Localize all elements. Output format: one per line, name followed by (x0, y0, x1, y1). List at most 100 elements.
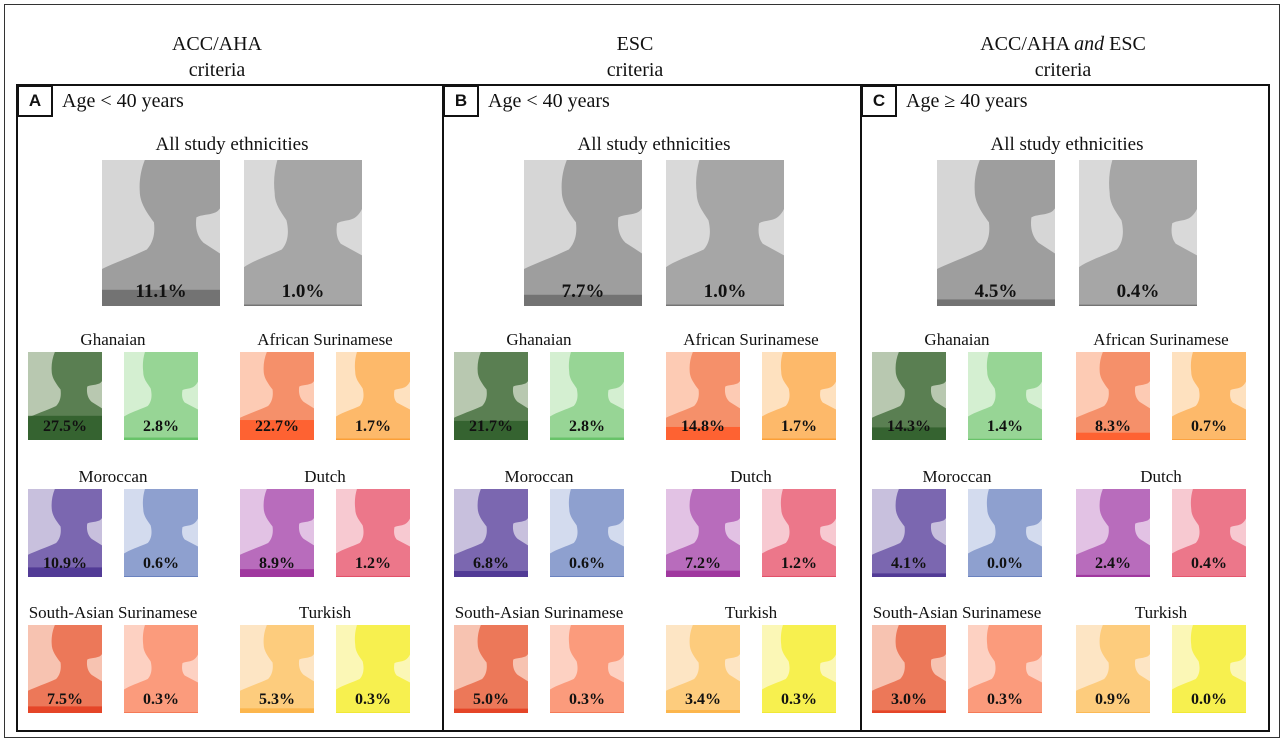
women-prevalence-label: 1.7% (355, 418, 391, 435)
men-prevalence-bar (872, 710, 946, 713)
women-prevalence-label: 1.2% (355, 555, 391, 572)
panel-c: C Age ≥ 40 years All study ethnicities 4.… (860, 84, 1270, 732)
female-head-silhouette (124, 352, 198, 440)
women-prevalence-bar (244, 304, 362, 306)
men-prevalence-label: 7.5% (47, 691, 83, 708)
women-prevalence-bar (1079, 304, 1197, 306)
women-prevalence-label: 0.6% (569, 555, 605, 572)
female-head-silhouette (762, 625, 836, 713)
men-prevalence-label: 7.2% (685, 555, 721, 572)
men-prevalence-bar (240, 569, 314, 577)
women-prevalence-label: 1.0% (703, 281, 747, 302)
group-label-ghanaian: Ghanaian (924, 330, 990, 349)
women-prevalence-bar (666, 304, 784, 306)
p0-g5-women-figure (336, 625, 410, 713)
men-prevalence-bar (454, 571, 528, 577)
women-prevalence-label: 2.8% (143, 418, 179, 435)
male-head-silhouette (1076, 352, 1150, 440)
age-label: Age ≥ 40 years (906, 90, 1028, 112)
p2-g0-men-figure (872, 352, 946, 440)
p0-g3-women-figure (336, 489, 410, 577)
p0-g2-men-figure (28, 489, 102, 577)
male-head-silhouette (28, 625, 102, 713)
p1-all-women-figure (666, 160, 784, 306)
heading-part-and: and (1074, 33, 1105, 55)
men-prevalence-label: 3.4% (685, 691, 721, 708)
men-prevalence-label: 0.9% (1095, 691, 1131, 708)
female-head-silhouette (1172, 625, 1246, 713)
women-prevalence-label: 1.0% (281, 281, 325, 302)
column-heading-line1: ESC (616, 33, 654, 55)
male-head-silhouette (666, 625, 740, 713)
women-prevalence-bar (124, 437, 198, 440)
female-head-silhouette (124, 489, 198, 577)
men-prevalence-label: 10.9% (43, 555, 87, 572)
female-head-silhouette (124, 625, 198, 713)
male-head-silhouette (872, 352, 946, 440)
men-prevalence-label: 8.9% (259, 555, 295, 572)
women-prevalence-bar (550, 712, 624, 713)
all-ethnicities-label: All study ethnicities (577, 134, 731, 155)
p0-g0-men-figure (28, 352, 102, 440)
men-prevalence-label: 14.8% (681, 418, 725, 435)
panel-b: B Age < 40 years All study ethnicities 7.… (442, 84, 862, 732)
men-prevalence-bar (666, 710, 740, 713)
group-label-ghanaian: Ghanaian (506, 330, 572, 349)
p0-g2-women-figure (124, 489, 198, 577)
female-head-silhouette (1172, 352, 1246, 440)
men-prevalence-bar (666, 570, 740, 577)
male-head-silhouette (102, 160, 220, 306)
women-prevalence-bar (762, 438, 836, 440)
women-prevalence-label: 1.4% (987, 418, 1023, 435)
column-heading-line2: criteria (1034, 59, 1092, 81)
male-head-silhouette (240, 352, 314, 440)
men-prevalence-bar (1076, 712, 1150, 713)
p1-g1-women-figure (762, 352, 836, 440)
men-prevalence-bar (240, 708, 314, 713)
male-head-silhouette (28, 489, 102, 577)
female-head-silhouette (1079, 160, 1197, 306)
male-head-silhouette (1076, 489, 1150, 577)
age-label: Age < 40 years (488, 90, 610, 112)
panel-label: B (443, 85, 479, 117)
men-prevalence-bar (872, 573, 946, 577)
column-heading-line1: ACC/AHA (171, 33, 262, 55)
group-label-south-asian-surinamese: South-Asian Surinamese (872, 603, 1042, 622)
p0-g1-women-figure (336, 352, 410, 440)
age-label: Age < 40 years (62, 90, 184, 112)
men-prevalence-bar (102, 289, 220, 306)
male-head-silhouette (872, 625, 946, 713)
men-prevalence-bar (454, 420, 528, 440)
group-label-dutch: Dutch (730, 467, 772, 486)
column-heading-line2: criteria (188, 59, 246, 81)
men-prevalence-label: 5.0% (473, 691, 509, 708)
men-prevalence-bar (28, 567, 102, 577)
women-prevalence-label: 0.3% (569, 691, 605, 708)
male-head-silhouette (240, 489, 314, 577)
p1-g0-men-figure (454, 352, 528, 440)
group-label-turkish: Turkish (298, 603, 352, 622)
p2-g2-women-figure (968, 489, 1042, 577)
men-prevalence-bar (666, 426, 740, 440)
male-head-silhouette (454, 625, 528, 713)
column-heading-acc-aha-and-esc: ACC/AHA and ESC criteria (853, 31, 1273, 83)
p1-g4-women-figure (550, 625, 624, 713)
women-prevalence-bar (762, 575, 836, 577)
male-head-silhouette (1076, 625, 1150, 713)
male-head-silhouette (454, 352, 528, 440)
p2-all-women-figure (1079, 160, 1197, 306)
women-prevalence-bar (762, 712, 836, 713)
men-prevalence-label: 27.5% (43, 418, 87, 435)
female-head-silhouette (550, 352, 624, 440)
women-prevalence-bar (336, 438, 410, 440)
group-label-turkish: Turkish (1134, 603, 1188, 622)
group-label-dutch: Dutch (1140, 467, 1182, 486)
p0-all-men-figure (102, 160, 220, 306)
women-prevalence-label: 0.6% (143, 555, 179, 572)
p2-g3-women-figure (1172, 489, 1246, 577)
women-prevalence-label: 0.3% (987, 691, 1023, 708)
female-head-silhouette (666, 160, 784, 306)
women-prevalence-label: 0.3% (355, 691, 391, 708)
men-prevalence-label: 14.3% (887, 418, 931, 435)
female-head-silhouette (1172, 489, 1246, 577)
